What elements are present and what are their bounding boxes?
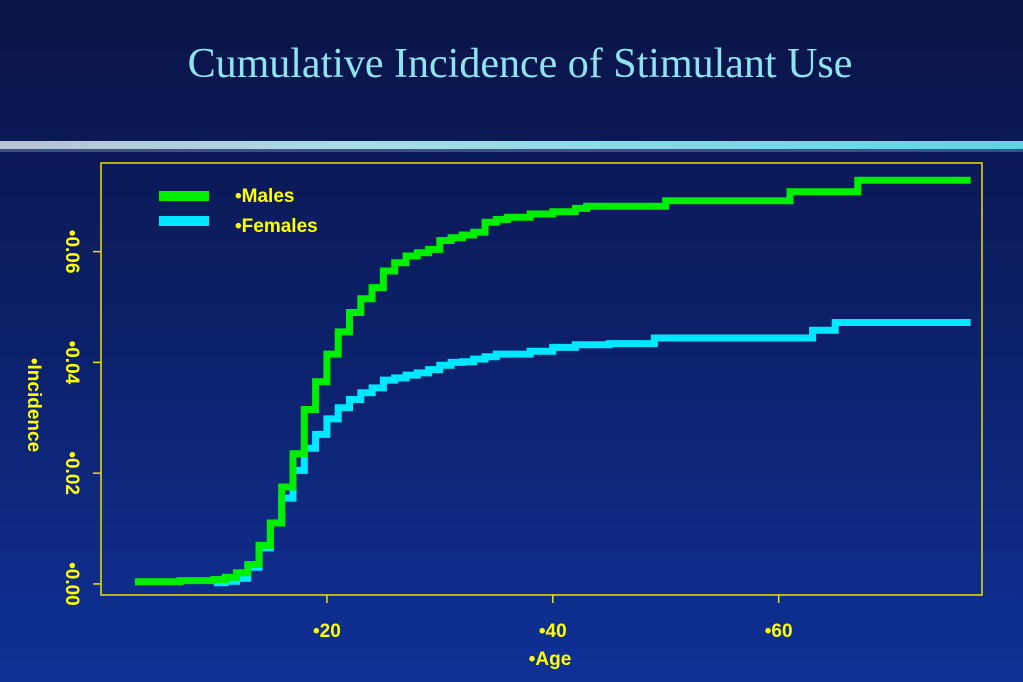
y-axis: •0.00 •0.02 •0.04 •0.06 (61, 230, 101, 606)
legend-label-males: •Males (235, 186, 294, 207)
x-tick-label: •20 (313, 621, 341, 642)
title-divider (0, 141, 1023, 152)
slide-title: Cumulative Incidence of Stimulant Use (187, 41, 853, 87)
x-axis-title: •Age (529, 649, 572, 670)
x-tick-label: •60 (765, 621, 793, 642)
x-tick-label: •40 (539, 621, 567, 642)
y-tick-label: •0.04 (61, 341, 82, 385)
y-axis-title: •Incidence (23, 358, 44, 452)
y-tick-label: •0.02 (61, 451, 82, 495)
series-line-males (134, 176, 971, 586)
series-layer (134, 176, 971, 587)
legend-label-females: •Females (235, 216, 318, 237)
legend: •Males •Females (159, 186, 318, 237)
y-tick-label: •0.00 (61, 562, 82, 606)
x-axis: •20 •40 •60 (313, 595, 793, 642)
plot-frame (100, 162, 983, 596)
y-tick-label: •0.06 (61, 230, 82, 274)
